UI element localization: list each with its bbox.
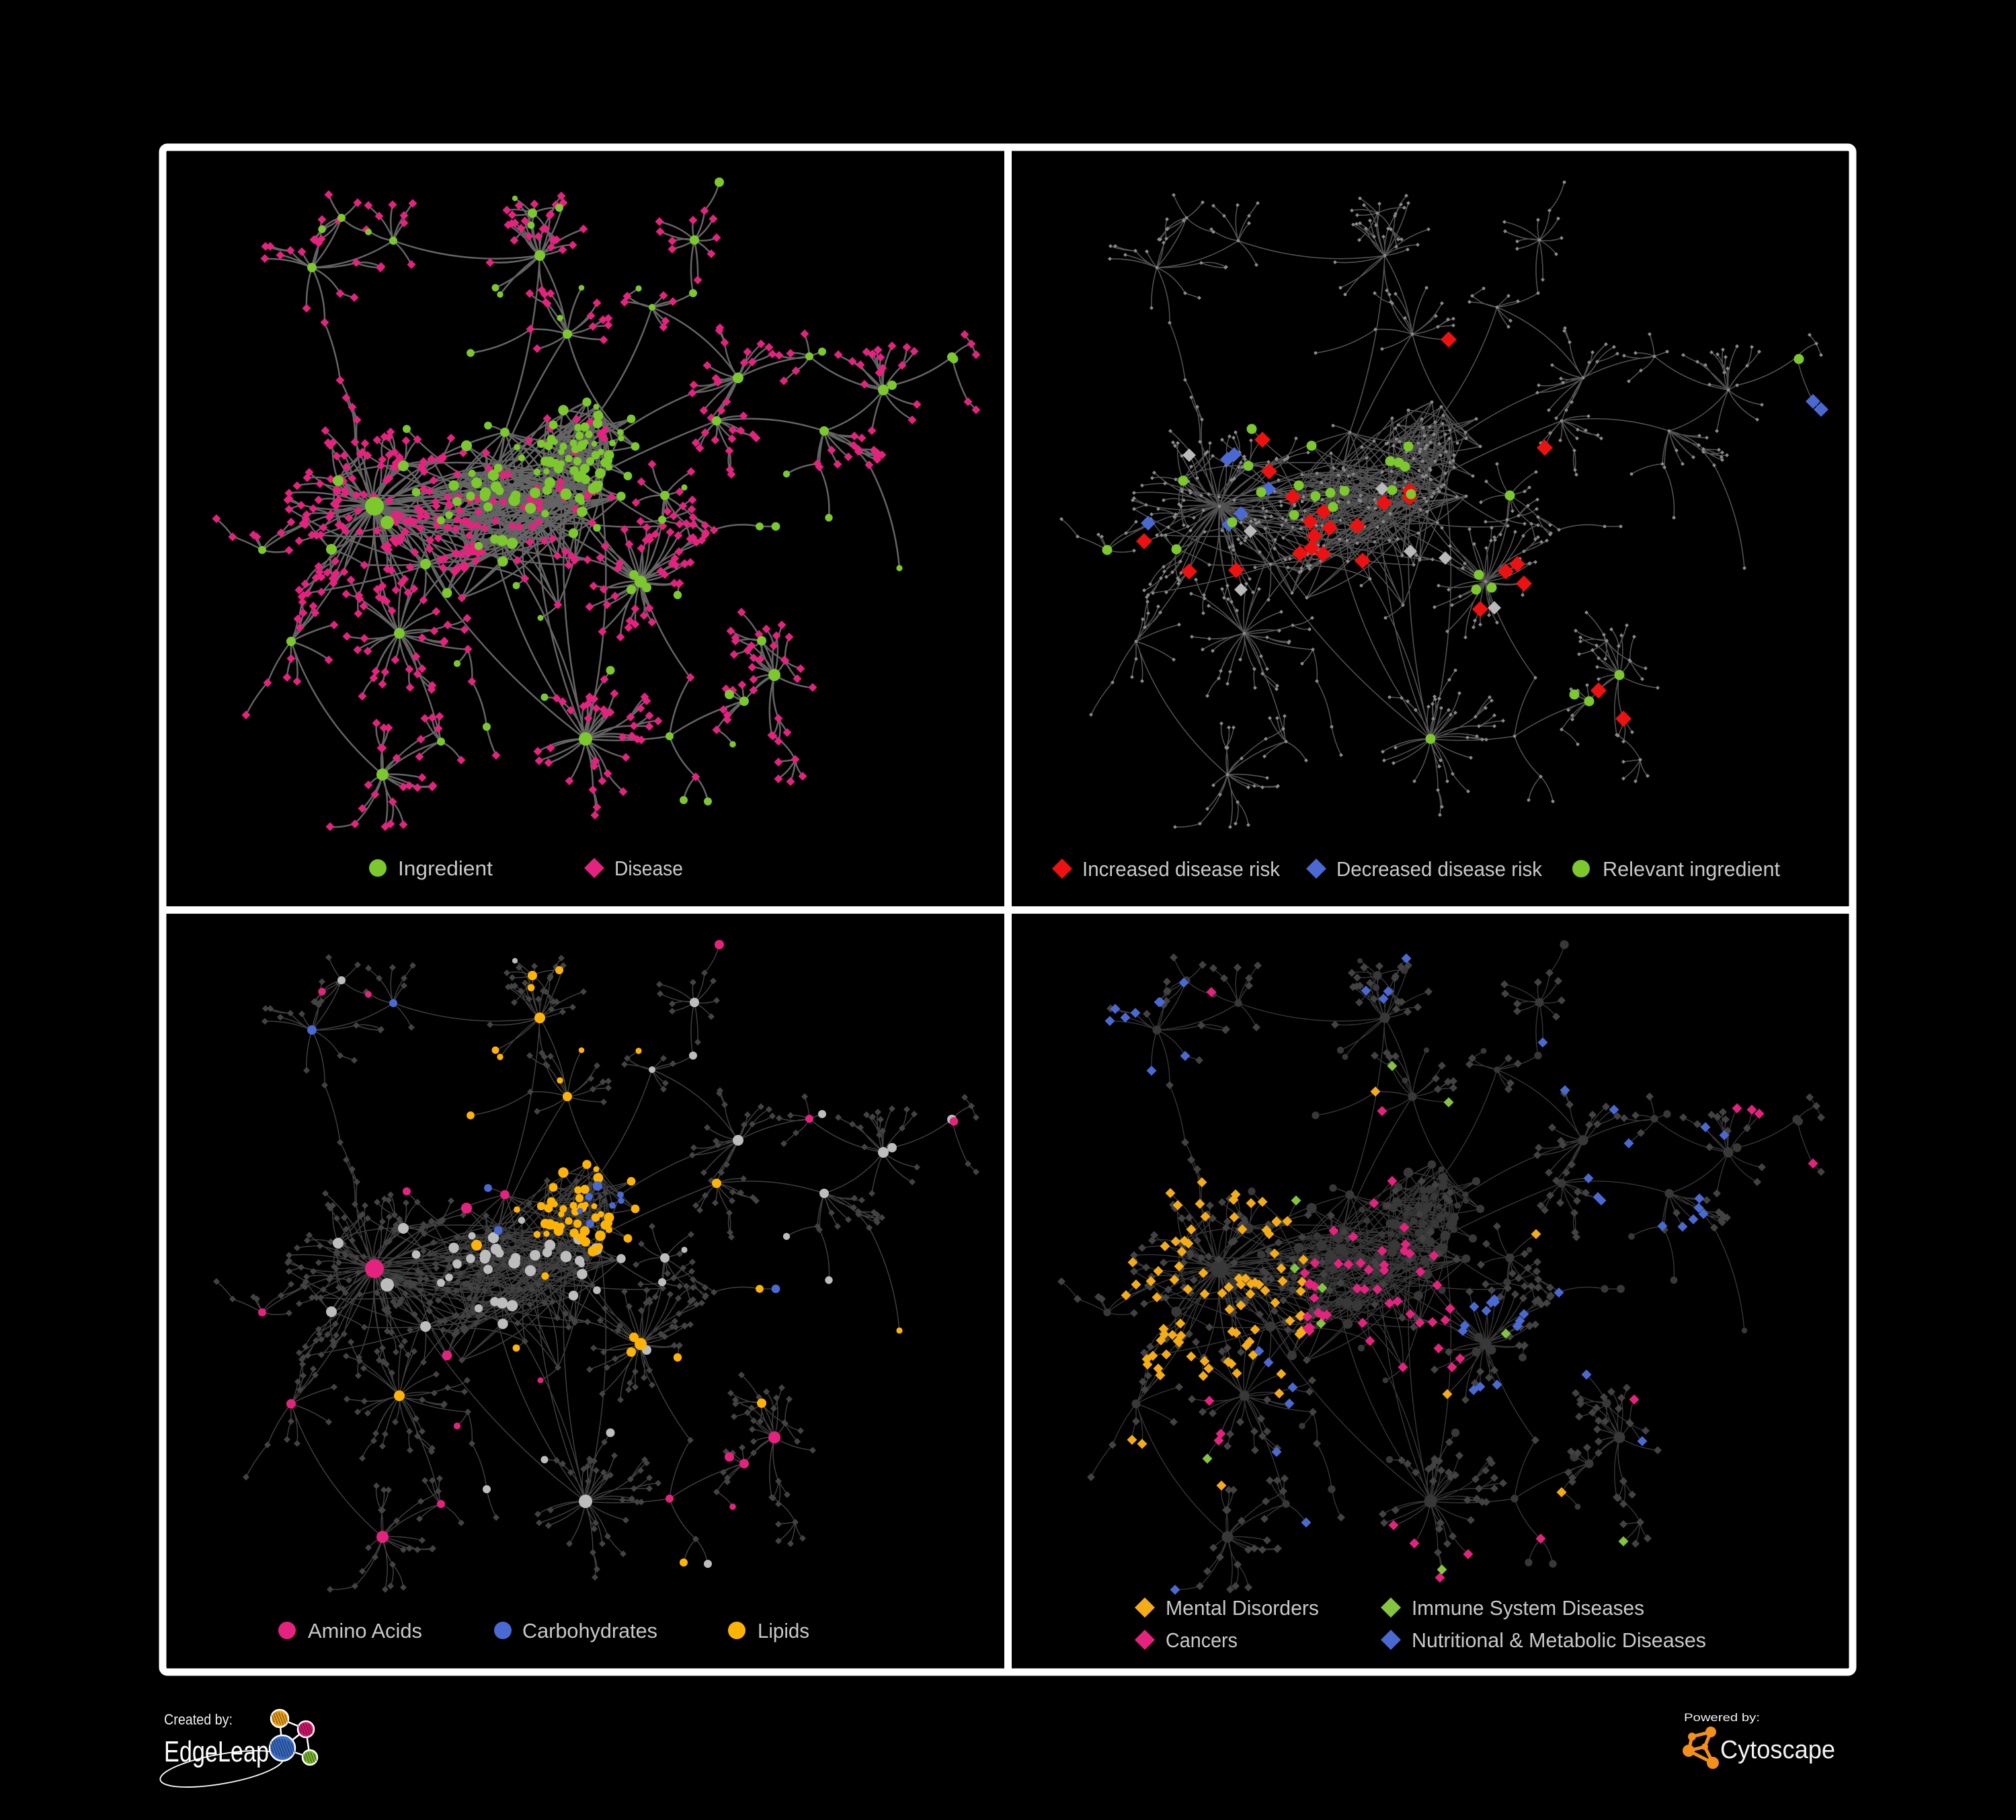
svg-text:EdgeLeap: EdgeLeap [164, 1735, 269, 1768]
svg-text:Nutritional & Metabolic Diseas: Nutritional & Metabolic Diseases [1412, 1628, 1706, 1652]
svg-text:Relevant ingredient: Relevant ingredient [1603, 857, 1780, 881]
svg-text:Amino Acids: Amino Acids [308, 1619, 422, 1643]
svg-text:Decreased disease risk: Decreased disease risk [1336, 857, 1542, 881]
svg-text:Ingredient: Ingredient [398, 857, 493, 880]
svg-text:Powered by:: Powered by: [1684, 1711, 1760, 1724]
svg-text:Carbohydrates: Carbohydrates [522, 1619, 657, 1643]
svg-text:Disease: Disease [614, 857, 683, 880]
svg-text:Cytoscape: Cytoscape [1720, 1736, 1835, 1764]
svg-text:Mental Disorders: Mental Disorders [1166, 1596, 1319, 1620]
svg-text:Immune System Diseases: Immune System Diseases [1412, 1596, 1644, 1620]
svg-text:Created by:: Created by: [164, 1711, 233, 1728]
svg-text:Cancers: Cancers [1166, 1628, 1238, 1652]
svg-text:Increased disease risk: Increased disease risk [1082, 857, 1280, 881]
svg-text:Lipids: Lipids [758, 1619, 809, 1643]
